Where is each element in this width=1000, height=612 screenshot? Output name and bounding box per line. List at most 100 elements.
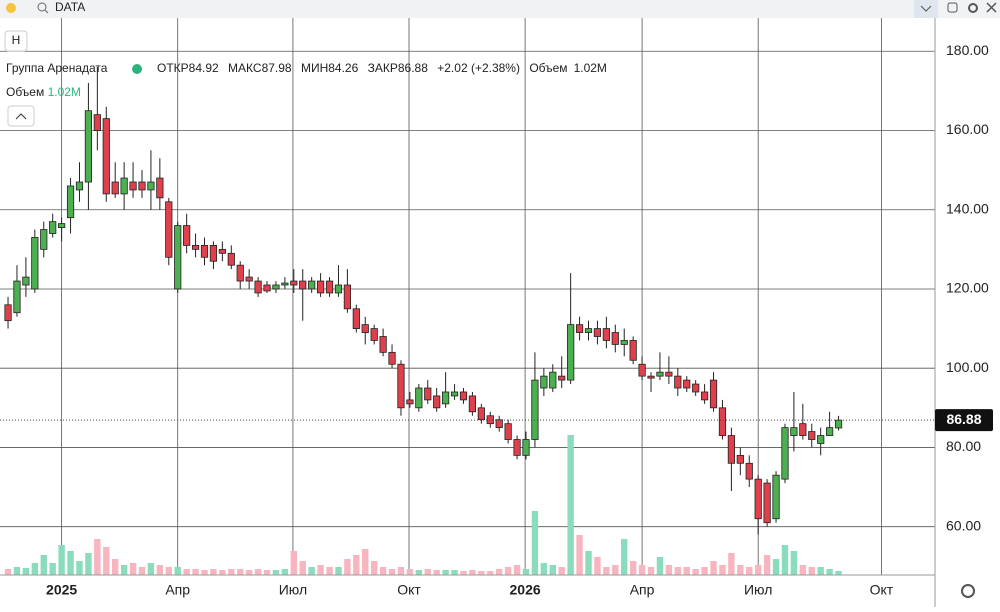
volume-bar [415, 570, 423, 575]
candle-body [370, 328, 378, 341]
volume-bar [165, 567, 172, 575]
volume-bar [638, 565, 646, 575]
volume-bar [13, 567, 21, 575]
candle-body [325, 280, 334, 294]
volume-bar [85, 553, 92, 575]
last-price-label: 86.88 [946, 411, 981, 427]
volume-bar [58, 545, 65, 575]
volume-bar [647, 567, 655, 575]
y-tick-label: 100.00 [946, 359, 989, 375]
low-label: МИН [301, 61, 328, 75]
candle-body [450, 391, 459, 397]
candle-body [468, 395, 477, 413]
axis-settings[interactable] [961, 584, 975, 598]
search-text[interactable]: DATA [55, 0, 85, 14]
candle-body [790, 427, 798, 436]
volume-bar [496, 569, 503, 575]
candle-body [31, 237, 39, 290]
volume-bar [567, 435, 574, 575]
x-tick-label: 2025 [46, 582, 77, 598]
candle-body [147, 181, 155, 191]
x-tick-label: Апр [165, 582, 190, 598]
volume-label: Объем [529, 61, 567, 75]
settings-icon[interactable] [968, 3, 978, 13]
candle-body [379, 336, 387, 353]
volume-bar [478, 571, 485, 575]
window-icon[interactable] [947, 2, 958, 13]
candle-body [245, 276, 253, 282]
candle-body [531, 379, 539, 440]
search-icon[interactable] [37, 2, 47, 12]
volume-bar [49, 563, 56, 575]
close-icon[interactable] [986, 2, 997, 13]
candle-body [272, 284, 280, 290]
volume-bar [362, 549, 369, 575]
volume-bar [603, 567, 610, 575]
volume-bar [621, 539, 628, 575]
status-dot [6, 3, 16, 13]
x-tick-label: Окт [870, 582, 894, 598]
candle-body [424, 387, 432, 401]
interval-button-text[interactable]: Н [12, 33, 21, 47]
candle-body [459, 391, 468, 401]
x-tick-label: Окт [397, 582, 421, 598]
volume-bar [326, 567, 333, 575]
dropdown[interactable] [914, 0, 938, 18]
candle-body [718, 407, 727, 436]
volume-bar [719, 565, 726, 575]
volume-bar [522, 569, 530, 575]
volume-bar [451, 570, 458, 575]
candle-body [629, 340, 637, 361]
volume-value: 1.02M [574, 61, 607, 75]
collapse-button[interactable] [7, 105, 35, 127]
volume-bar [594, 557, 601, 575]
interval-button[interactable] [4, 30, 28, 52]
candle-body [692, 383, 700, 393]
volume-bar [147, 563, 155, 575]
open-value: 84.92 [189, 61, 219, 75]
volume-bar [76, 561, 83, 575]
volume-bar [353, 555, 360, 575]
candle-body [504, 423, 512, 440]
volume-bar [397, 567, 405, 575]
candle-body [406, 399, 414, 405]
volume-bar [156, 565, 164, 575]
candle-body [772, 474, 780, 520]
volume-legend: Объем 1.02M [6, 85, 81, 99]
volume-value: 1.02M [48, 85, 81, 99]
volume-bar [22, 568, 30, 575]
volume-bar [629, 561, 637, 575]
volume-bar [487, 571, 494, 575]
candle-body [200, 244, 209, 258]
last-price-tag [935, 409, 993, 432]
volume-bar [237, 569, 244, 575]
candle-body [575, 324, 584, 333]
candle-body [66, 185, 75, 219]
high-value: 87.98 [262, 61, 292, 75]
candle-body [540, 375, 548, 389]
candle-body [299, 280, 307, 290]
candle-body [397, 363, 405, 409]
candle-body [102, 118, 110, 195]
volume-bar [370, 561, 378, 575]
volume-bar [210, 569, 217, 575]
volume-bar [737, 565, 744, 575]
volume-bar [290, 551, 298, 575]
y-tick-label: 140.00 [946, 200, 989, 216]
candle-body [522, 439, 530, 456]
volume-bar [94, 539, 101, 575]
candle-body [763, 482, 771, 524]
volume-bar [710, 561, 717, 575]
volume-bar [317, 565, 324, 575]
candle-body [593, 328, 602, 337]
candle-body [227, 252, 235, 266]
volume-bar [103, 547, 110, 575]
volume-bar [308, 567, 315, 575]
candle-body [567, 324, 575, 381]
volume-bar [129, 563, 137, 575]
candle-body [817, 435, 825, 444]
x-tick-label: Июл [279, 582, 307, 598]
y-tick-label: 60.00 [946, 517, 981, 533]
volume-bar [799, 565, 807, 575]
volume-bar [790, 551, 798, 575]
